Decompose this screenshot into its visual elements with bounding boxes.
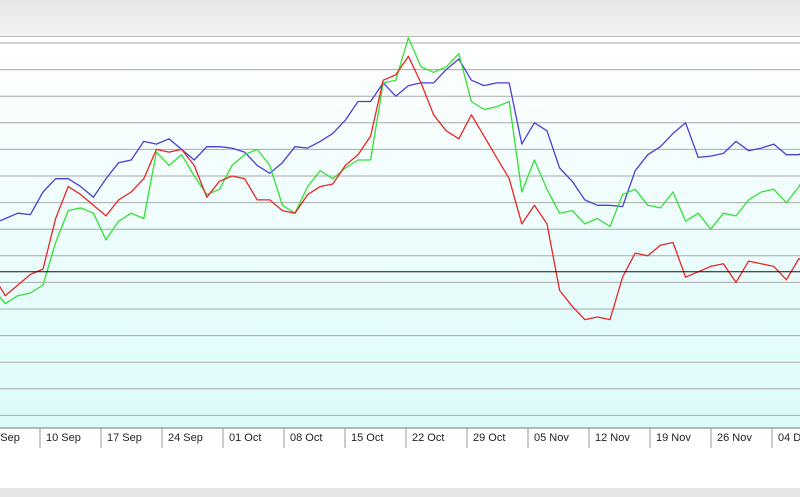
header-band (0, 0, 800, 36)
x-tick-label: 26 Nov (717, 432, 752, 444)
x-tick-label: 08 Oct (290, 432, 322, 444)
x-tick-label: 03 Sep (0, 432, 20, 444)
x-tick-label: 17 Sep (107, 432, 142, 444)
x-tick-label: 29 Oct (473, 432, 505, 444)
x-tick-label: 22 Oct (412, 432, 444, 444)
x-tick-label: 19 Nov (656, 432, 691, 444)
x-axis: 03 Sep 10 Sep 17 Sep 24 Sep 01 Oct 08 Oct 15 O… (0, 427, 800, 448)
x-tick-label: 10 Sep (46, 432, 81, 444)
series-line-green (0, 37, 800, 305)
x-tick-label: 04 Dec (778, 432, 800, 444)
x-tick-label: 24 Sep (168, 432, 203, 444)
x-tick-label: 15 Oct (351, 432, 383, 444)
x-tick-label: 05 Nov (534, 432, 569, 444)
series-lines (0, 37, 800, 321)
footer-band (0, 488, 800, 497)
x-tick-label: 12 Nov (595, 432, 630, 444)
plot-area (0, 36, 800, 428)
series-line-blue (0, 58, 800, 222)
x-tick-label: 01 Oct (229, 432, 261, 444)
